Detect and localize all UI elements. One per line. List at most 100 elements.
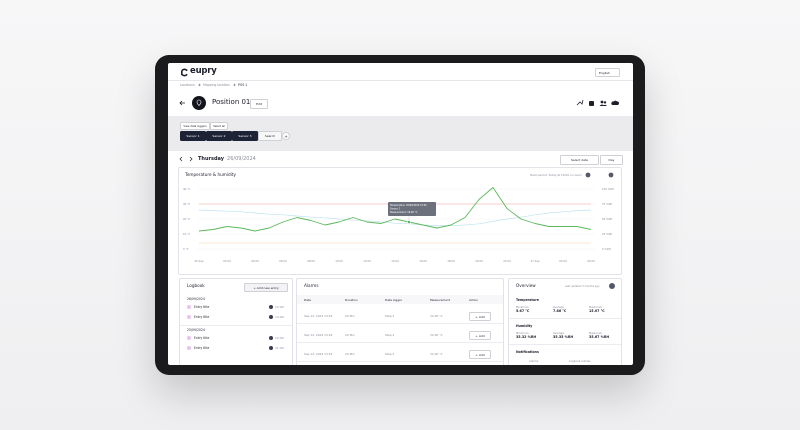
entry-title: Entry title [194, 346, 210, 350]
add-entry-label: + Add new entry [253, 285, 279, 290]
sensor-label: Sensor 2 [212, 134, 226, 138]
x-tick-label: 22:00 [503, 259, 511, 263]
breadcrumb: Mapping location [203, 83, 230, 87]
series-line [198, 209, 592, 226]
stat-value: 5.67 °C [516, 309, 530, 313]
chart-action [608, 172, 614, 178]
tooltip-text: Measurement: 18.00 °C [390, 211, 418, 214]
y-tick-label: 0 °C [183, 247, 189, 251]
column-header: Data logger [385, 298, 403, 302]
alarms-card: Alarms Date Duration Data logger Measurement… [296, 278, 504, 365]
add-button[interactable]: + Add [469, 312, 491, 321]
sensor-label: Sensor 3 [238, 134, 252, 138]
select-date-label: Select date [571, 158, 588, 162]
help-icon [609, 283, 615, 289]
date: 26/09/2024 [227, 156, 256, 162]
breadcrumb: Locations [180, 83, 195, 87]
entry-icon [187, 336, 191, 340]
period: Day [608, 158, 615, 162]
toolbar-icons[interactable] [576, 99, 622, 107]
add-label: + [284, 133, 288, 139]
search-label: Search [264, 134, 276, 138]
notification-column: Alarms [529, 359, 539, 363]
column-header: Measurement [430, 298, 450, 302]
y-tick-label: 30 °C [183, 202, 190, 206]
table-header [297, 295, 503, 304]
entry-title: Entry title [194, 336, 210, 340]
add-button[interactable]: + Add [469, 331, 491, 340]
filter-button-label: Select all [213, 124, 225, 128]
date-nav[interactable] [179, 156, 195, 162]
entry-time: 13:00 [275, 305, 284, 309]
divider [297, 361, 503, 362]
alarm-cell: 32.00 °C [430, 314, 443, 318]
y2-tick-label: 75 %RH [602, 202, 612, 206]
y-tick-label: 40 °C [183, 187, 190, 191]
sensor-chip[interactable]: Sensor 2 [206, 131, 232, 141]
screen: eupry English Locations Mapping location P… [168, 63, 633, 365]
entry-icon [187, 346, 191, 350]
x-tick-label: 04:00 [251, 259, 259, 263]
notifications-title: Notifications [516, 350, 539, 354]
filter-button[interactable]: View data loggers [180, 122, 210, 130]
back-arrow[interactable] [179, 100, 186, 106]
alarm-cell: 32.00 °C [430, 333, 443, 337]
entry-avatar [269, 305, 273, 309]
chart-action [585, 172, 591, 178]
breadcrumbs: Locations Mapping location POS 1 [180, 83, 247, 87]
entry-avatar [269, 346, 273, 350]
divider [509, 344, 621, 345]
chart-title: Temperature & humidity [184, 172, 236, 177]
day: Thursday [198, 156, 225, 162]
filter-button[interactable]: Select all [210, 122, 228, 130]
alarm-cell: Sep 12, 2024 13:24 [304, 314, 333, 318]
breadcrumb: POS 1 [238, 83, 248, 87]
language: English [599, 70, 610, 75]
period-select[interactable]: Day [600, 155, 623, 165]
x-tick-label: 06:00 [279, 259, 287, 263]
divider [297, 323, 503, 324]
date-heading: Thursday 26/09/2024 [198, 156, 256, 162]
add-button[interactable]: + Add [469, 350, 491, 359]
divider [180, 325, 292, 326]
series-line [198, 187, 592, 232]
search-chip[interactable]: Search [258, 131, 282, 141]
x-tick-label: 10:00 [335, 259, 343, 263]
x-tick-label: 16:00 [419, 259, 427, 263]
x-tick-label: 20:00 [475, 259, 483, 263]
y2-tick-label: 25 %RH [602, 232, 612, 236]
add-chip[interactable]: + [282, 132, 290, 140]
entry-avatar [269, 315, 273, 319]
sensor-chip[interactable]: Sensor 1 [180, 131, 206, 141]
language-select[interactable]: English [595, 68, 620, 77]
stat-label: Minimum [516, 331, 529, 335]
alarm-cell: Step 2 [385, 314, 395, 318]
add-button-label: + Add [475, 314, 485, 319]
add-entry-button[interactable]: + Add new entry [244, 283, 288, 292]
x-tick-label: 02:00 [223, 259, 231, 263]
overview-title: Overview [516, 283, 536, 288]
alarm-cell: 20 Min [345, 352, 355, 356]
chart-note: Next period: Today at 16:00 on zoom [530, 173, 582, 177]
x-tick-label: 14:00 [391, 259, 399, 263]
add-button-label: + Add [475, 333, 485, 338]
stat-label: Maximum [589, 331, 603, 335]
tooltip-box [388, 202, 436, 216]
sensor-chip[interactable]: Sensor 3 [232, 131, 258, 141]
alarm-cell: 20 Min [345, 333, 355, 337]
alarms-title: Alarms [304, 283, 319, 288]
divider [297, 342, 503, 343]
section-title: Humidity [516, 324, 533, 328]
edit-button[interactable]: Edit [250, 99, 268, 109]
edit-label: Edit [256, 102, 262, 106]
select-date[interactable]: Select date [560, 155, 599, 165]
entry-title: Entry title [194, 305, 210, 309]
y2-tick-label: 50 %RH [602, 217, 612, 221]
logo-text: eupry [190, 66, 217, 76]
avatar [192, 96, 206, 110]
x-tick-label: 26 Sep [194, 259, 203, 263]
entry-title: Entry title [194, 315, 210, 319]
alarm-cell: 32.00 °C [430, 352, 443, 356]
alarm-cell: 20 Min [345, 314, 355, 318]
alarm-cell: Step 2 [385, 352, 395, 356]
